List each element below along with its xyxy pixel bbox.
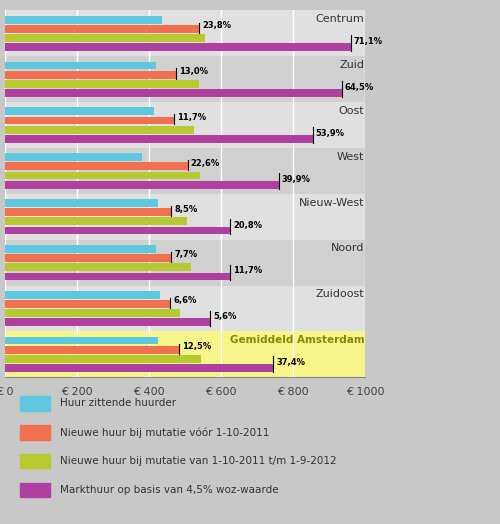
Bar <box>5 107 154 115</box>
Bar <box>5 337 158 344</box>
Text: 11,7%: 11,7% <box>176 113 206 122</box>
Bar <box>5 300 170 308</box>
Text: 11,7%: 11,7% <box>233 266 262 276</box>
Bar <box>5 102 365 148</box>
Text: Centrum: Centrum <box>316 14 364 24</box>
Text: 53,9%: 53,9% <box>316 129 344 138</box>
Bar <box>5 217 187 225</box>
Bar <box>5 331 365 377</box>
Text: 39,9%: 39,9% <box>282 174 310 184</box>
Text: Huur zittende huurder: Huur zittende huurder <box>60 398 176 409</box>
Bar <box>5 194 365 239</box>
Text: Markthuur op basis van 4,5% woz-waarde: Markthuur op basis van 4,5% woz-waarde <box>60 485 278 495</box>
Text: 5,6%: 5,6% <box>213 312 236 321</box>
Bar <box>5 181 278 189</box>
Text: Noord: Noord <box>331 243 364 254</box>
Bar <box>5 355 201 363</box>
Bar <box>5 240 365 286</box>
Bar <box>5 62 156 69</box>
Text: Nieuwe huur bij mutatie van 1-10-2011 t/m 1-9-2012: Nieuwe huur bij mutatie van 1-10-2011 t/… <box>60 456 336 466</box>
Bar <box>5 126 194 134</box>
Text: 22,6%: 22,6% <box>191 159 220 168</box>
Text: 8,5%: 8,5% <box>174 204 198 213</box>
Bar <box>5 34 205 42</box>
Bar <box>5 57 365 102</box>
Bar <box>5 227 230 234</box>
Text: 71,1%: 71,1% <box>354 37 382 46</box>
Text: Nieuw-West: Nieuw-West <box>299 198 364 208</box>
Bar <box>5 172 200 179</box>
Bar <box>5 209 172 216</box>
Text: 64,5%: 64,5% <box>344 83 374 92</box>
Text: Nieuwe huur bij mutatie vóór 1-10-2011: Nieuwe huur bij mutatie vóór 1-10-2011 <box>60 427 270 438</box>
Text: Oost: Oost <box>338 106 364 116</box>
Text: 13,0%: 13,0% <box>179 67 208 76</box>
Bar <box>5 199 158 207</box>
Bar <box>5 148 365 194</box>
Bar <box>5 10 365 57</box>
Bar <box>5 346 179 354</box>
Text: 23,8%: 23,8% <box>202 21 231 30</box>
Bar <box>5 25 199 32</box>
Bar <box>5 309 180 317</box>
Text: 20,8%: 20,8% <box>233 221 262 230</box>
Bar <box>5 272 230 280</box>
Bar <box>5 16 162 24</box>
Bar <box>5 43 350 51</box>
Bar <box>5 162 188 170</box>
Bar <box>5 71 176 79</box>
Text: 12,5%: 12,5% <box>182 342 211 351</box>
Text: Zuid: Zuid <box>340 60 364 70</box>
Bar <box>5 254 172 262</box>
Bar <box>5 264 191 271</box>
Bar <box>5 154 142 161</box>
Bar <box>5 245 156 253</box>
Bar <box>5 364 273 372</box>
Bar <box>5 135 313 143</box>
Bar <box>5 117 174 124</box>
Text: 37,4%: 37,4% <box>276 358 305 367</box>
Text: 6,6%: 6,6% <box>173 296 197 305</box>
Text: Zuidoost: Zuidoost <box>316 289 364 299</box>
Bar <box>5 286 365 331</box>
Bar <box>5 89 342 97</box>
Text: 7,7%: 7,7% <box>174 250 198 259</box>
Bar <box>5 319 210 326</box>
Text: Gemiddeld Amsterdam: Gemiddeld Amsterdam <box>230 335 364 345</box>
Bar <box>5 291 160 299</box>
Bar <box>5 80 200 88</box>
Text: West: West <box>337 152 364 162</box>
